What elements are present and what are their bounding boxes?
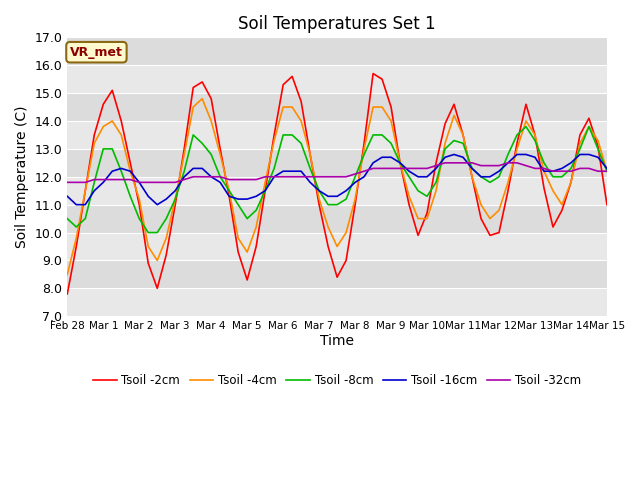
Tsoil -8cm — [261, 188, 269, 193]
Tsoil -2cm — [540, 185, 548, 191]
Bar — [67, 93, 607, 121]
Tsoil -16cm — [198, 166, 206, 171]
Tsoil -8cm — [180, 168, 188, 174]
Line: Tsoil -16cm: Tsoil -16cm — [67, 155, 607, 204]
Bar — [67, 121, 607, 149]
Tsoil -4cm — [396, 160, 404, 166]
Tsoil -16cm — [396, 160, 404, 166]
Tsoil -2cm — [369, 71, 377, 76]
Tsoil -16cm — [549, 168, 557, 174]
Tsoil -4cm — [360, 146, 368, 152]
Title: Soil Temperatures Set 1: Soil Temperatures Set 1 — [238, 15, 436, 33]
Tsoil -2cm — [603, 202, 611, 207]
Tsoil -32cm — [252, 177, 260, 182]
Y-axis label: Soil Temperature (C): Soil Temperature (C) — [15, 106, 29, 248]
Tsoil -4cm — [198, 96, 206, 102]
Tsoil -16cm — [63, 193, 71, 199]
Tsoil -8cm — [396, 160, 404, 166]
Bar — [67, 232, 607, 261]
Tsoil -16cm — [450, 152, 458, 157]
Tsoil -16cm — [603, 166, 611, 171]
Tsoil -32cm — [603, 168, 611, 174]
Bar — [67, 261, 607, 288]
Tsoil -16cm — [180, 174, 188, 180]
Tsoil -32cm — [540, 166, 548, 171]
Tsoil -2cm — [172, 202, 179, 207]
Tsoil -32cm — [63, 180, 71, 185]
Tsoil -4cm — [540, 168, 548, 174]
Tsoil -4cm — [603, 168, 611, 174]
Line: Tsoil -2cm: Tsoil -2cm — [67, 73, 607, 294]
Line: Tsoil -4cm: Tsoil -4cm — [67, 99, 607, 275]
Text: VR_met: VR_met — [70, 46, 123, 59]
Tsoil -4cm — [172, 196, 179, 202]
Bar — [67, 65, 607, 93]
Tsoil -8cm — [360, 152, 368, 157]
Legend: Tsoil -2cm, Tsoil -4cm, Tsoil -8cm, Tsoil -16cm, Tsoil -32cm: Tsoil -2cm, Tsoil -4cm, Tsoil -8cm, Tsoi… — [88, 370, 586, 392]
X-axis label: Time: Time — [320, 334, 354, 348]
Tsoil -8cm — [198, 141, 206, 146]
Tsoil -8cm — [549, 174, 557, 180]
Tsoil -8cm — [522, 124, 530, 130]
Tsoil -32cm — [441, 160, 449, 166]
Line: Tsoil -32cm: Tsoil -32cm — [67, 163, 607, 182]
Tsoil -8cm — [603, 168, 611, 174]
Tsoil -32cm — [189, 174, 197, 180]
Tsoil -32cm — [172, 180, 179, 185]
Tsoil -2cm — [63, 291, 71, 297]
Tsoil -2cm — [189, 84, 197, 90]
Tsoil -4cm — [63, 272, 71, 277]
Tsoil -4cm — [189, 104, 197, 110]
Tsoil -2cm — [252, 244, 260, 250]
Tsoil -32cm — [387, 166, 395, 171]
Bar — [67, 204, 607, 232]
Tsoil -2cm — [396, 160, 404, 166]
Line: Tsoil -8cm: Tsoil -8cm — [67, 127, 607, 232]
Tsoil -8cm — [63, 216, 71, 221]
Bar — [67, 288, 607, 316]
Tsoil -4cm — [261, 180, 269, 185]
Tsoil -16cm — [360, 174, 368, 180]
Tsoil -2cm — [351, 202, 359, 207]
Tsoil -16cm — [261, 188, 269, 193]
Tsoil -8cm — [145, 229, 152, 235]
Tsoil -16cm — [72, 202, 80, 207]
Tsoil -32cm — [351, 171, 359, 177]
Bar — [67, 177, 607, 204]
Bar — [67, 149, 607, 177]
Bar — [67, 37, 607, 65]
